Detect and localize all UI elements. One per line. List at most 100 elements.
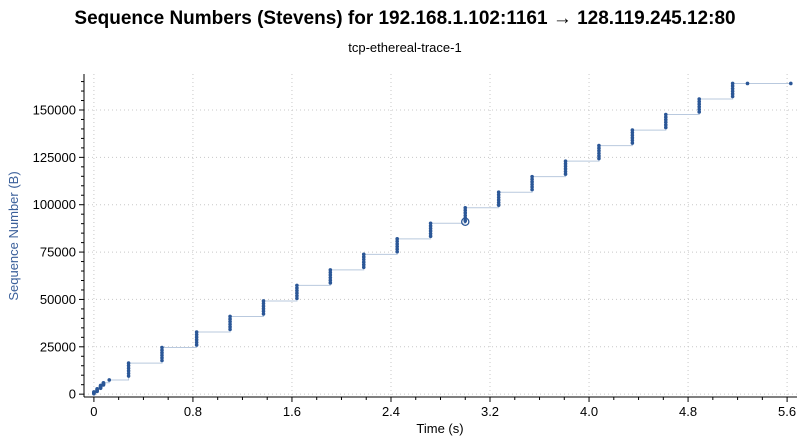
data-point[interactable] (563, 161, 568, 166)
data-point[interactable] (730, 84, 735, 88)
data-point[interactable] (160, 356, 164, 360)
data-point[interactable] (194, 335, 199, 339)
data-point[interactable] (697, 102, 702, 106)
data-point[interactable] (126, 361, 131, 365)
data-point[interactable] (496, 193, 501, 197)
data-point[interactable] (597, 148, 601, 153)
data-point[interactable] (789, 81, 793, 86)
data-point[interactable] (261, 312, 266, 316)
data-point[interactable] (428, 226, 433, 231)
data-point[interactable] (261, 301, 266, 306)
data-point[interactable] (295, 288, 299, 293)
data-point[interactable] (663, 117, 668, 122)
data-point[interactable] (160, 345, 164, 350)
data-point[interactable] (630, 136, 635, 140)
data-point[interactable] (361, 262, 366, 267)
data-point[interactable] (563, 164, 568, 169)
data-point[interactable] (126, 369, 131, 373)
data-point[interactable] (496, 203, 501, 207)
data-point[interactable] (328, 275, 333, 280)
data-point[interactable] (563, 169, 568, 174)
selected-point-marker[interactable] (461, 217, 470, 227)
data-point[interactable] (563, 159, 568, 163)
data-point[interactable] (261, 306, 266, 311)
data-point[interactable] (496, 198, 501, 202)
data-point[interactable] (730, 94, 735, 99)
data-point[interactable] (630, 138, 635, 143)
data-point[interactable] (295, 283, 299, 288)
data-point[interactable] (530, 174, 534, 179)
data-point[interactable] (126, 366, 131, 371)
data-point[interactable] (295, 286, 299, 290)
data-point[interactable] (395, 249, 399, 254)
data-point[interactable] (361, 257, 366, 262)
data-point[interactable] (194, 340, 199, 345)
data-point[interactable] (126, 371, 131, 376)
data-point[interactable] (597, 154, 601, 158)
data-point[interactable] (663, 112, 668, 117)
data-point[interactable] (697, 99, 702, 104)
data-point[interactable] (463, 205, 468, 210)
data-point[interactable] (92, 390, 96, 394)
data-point[interactable] (395, 244, 399, 249)
data-point[interactable] (730, 86, 735, 91)
data-point[interactable] (328, 268, 333, 272)
data-point[interactable] (160, 353, 164, 358)
data-point[interactable] (328, 281, 333, 285)
data-point[interactable] (630, 130, 635, 135)
data-point[interactable] (597, 156, 601, 161)
data-point[interactable] (428, 231, 433, 236)
data-point[interactable] (730, 89, 735, 94)
data-point[interactable] (361, 265, 366, 270)
data-point[interactable] (361, 255, 366, 259)
data-point[interactable] (101, 380, 106, 385)
data-point[interactable] (496, 190, 501, 195)
data-point[interactable] (395, 242, 399, 246)
data-point[interactable] (395, 239, 399, 244)
data-point[interactable] (261, 304, 266, 308)
data-point[interactable] (228, 322, 232, 327)
data-point[interactable] (496, 195, 501, 200)
data-point[interactable] (630, 128, 635, 132)
data-point[interactable] (428, 221, 433, 226)
data-point[interactable] (428, 234, 433, 239)
data-point[interactable] (745, 81, 750, 86)
data-point[interactable] (194, 332, 199, 337)
data-point[interactable] (107, 378, 112, 382)
data-point[interactable] (730, 92, 735, 96)
data-point[interactable] (530, 187, 534, 192)
data-point[interactable] (563, 172, 568, 176)
data-point[interactable] (328, 278, 333, 283)
data-point[interactable] (697, 110, 702, 114)
data-point[interactable] (361, 260, 366, 264)
data-point[interactable] (563, 167, 568, 171)
data-point[interactable] (395, 247, 399, 251)
data-point[interactable] (194, 330, 199, 334)
data-point[interactable] (160, 350, 164, 355)
data-point[interactable] (530, 177, 534, 182)
data-points[interactable] (92, 81, 793, 396)
data-point[interactable] (663, 123, 668, 127)
data-point[interactable] (295, 296, 299, 301)
data-point[interactable] (496, 200, 501, 205)
data-point[interactable] (697, 104, 702, 109)
data-point[interactable] (95, 387, 99, 391)
data-point[interactable] (361, 252, 366, 257)
data-point[interactable] (463, 211, 468, 215)
data-point[interactable] (395, 237, 399, 241)
data-point[interactable] (428, 224, 433, 228)
data-point[interactable] (160, 348, 164, 352)
data-point[interactable] (530, 180, 534, 184)
data-point[interactable] (194, 343, 199, 347)
data-point[interactable] (697, 97, 702, 101)
data-point[interactable] (126, 363, 131, 368)
data-point[interactable] (663, 120, 668, 125)
data-point[interactable] (261, 299, 266, 303)
data-point[interactable] (194, 337, 199, 342)
data-point[interactable] (228, 325, 232, 329)
data-point[interactable] (261, 309, 266, 314)
data-point[interactable] (328, 270, 333, 275)
data-point[interactable] (160, 358, 164, 363)
data-point[interactable] (463, 208, 468, 213)
data-point[interactable] (630, 133, 635, 138)
